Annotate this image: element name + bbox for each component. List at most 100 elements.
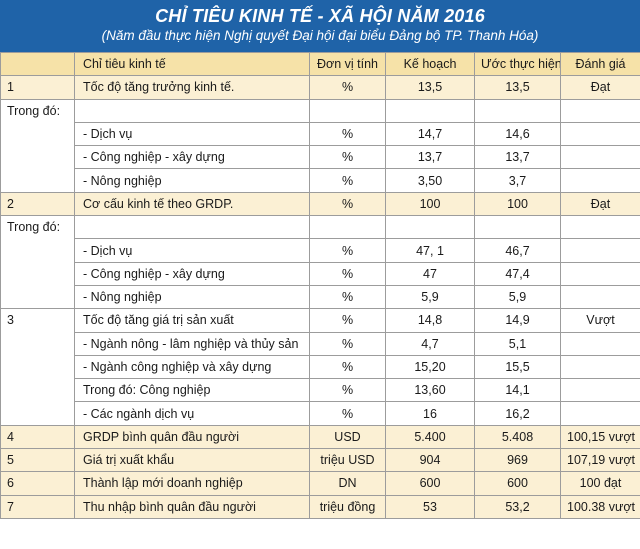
table-cell: 107,19 vượt: [560, 448, 640, 473]
table-cell: 969: [474, 448, 561, 473]
table-cell: 100: [385, 191, 475, 217]
table-cell: [560, 401, 640, 426]
row-number: 4: [0, 424, 75, 450]
table-cell: 13,60: [385, 378, 475, 403]
table-cell: %: [309, 75, 386, 100]
table-row: Trong đó:: [0, 98, 640, 193]
table-row: 7 Thu nhập bình quân đầu người triệu đồng 5…: [0, 494, 640, 519]
table-cell: %: [309, 121, 386, 147]
indicator-table-body: Chỉ tiêu kinh tế Đơn vị tính Kế hoạch Ước t…: [0, 51, 640, 519]
table-cell: - Công nghiệp - xây dựng: [74, 261, 310, 286]
row-number: 7: [0, 494, 75, 519]
table-row: 3 Tốc độ tăng giá trị sản xuất% 14,8 14,9 Vư…: [0, 308, 640, 426]
page-subtitle: (Năm đầu thực hiện Nghị quyết Đại hội đạ…: [101, 28, 539, 43]
table-cell: 53,2: [474, 494, 561, 519]
subgroup-label: Trong đó:: [0, 215, 75, 310]
table-cell: [309, 98, 386, 123]
table-cell: [560, 284, 640, 310]
table-header-row: Chỉ tiêu kinh tế Đơn vị tính Kế hoạch Ước t…: [0, 51, 640, 77]
table-cell: Tốc độ tăng giá trị sản xuất: [74, 308, 310, 333]
column-header: Chỉ tiêu kinh tế: [74, 51, 310, 77]
table-cell: Cơ cấu kinh tế theo GRDP.: [74, 191, 310, 217]
table-cell: 53: [385, 494, 475, 519]
table-cell: 46,7: [474, 238, 561, 263]
table-cell: 14,6: [474, 121, 561, 147]
table-cell: [560, 331, 640, 356]
table-cell: 16: [385, 401, 475, 426]
table-cell: [0, 51, 75, 77]
table-cell: %: [309, 331, 386, 356]
table-cell: Thu nhập bình quân đầu người: [74, 494, 310, 519]
table-cell: 5.408: [474, 424, 561, 450]
table-row: 4 GRDP bình quân đầu người USD 5.400 5.408 10…: [0, 424, 640, 450]
table-cell: [560, 378, 640, 403]
table-cell: [74, 98, 310, 123]
table-cell: 14,8: [385, 308, 475, 333]
table-cell: 47: [385, 261, 475, 286]
table-cell: %: [309, 191, 386, 217]
table-cell: Trong đó: Công nghiệp: [74, 378, 310, 403]
table-cell: - Ngành nông - lâm nghiệp và thủy sản: [74, 331, 310, 356]
column-header: Ước thực hiện: [474, 51, 561, 77]
table-cell: 15,5: [474, 354, 561, 380]
table-row: - Nông nghiệp% 5,9 5,9: [1, 284, 640, 310]
table-cell: - Nông nghiệp: [74, 284, 310, 310]
table-cell: 2: [0, 191, 75, 217]
table-cell: 14,9: [474, 308, 561, 333]
table-cell: [474, 215, 561, 240]
table-cell: Đạt: [560, 191, 640, 217]
table-cell: [560, 98, 640, 123]
indicator-table: Chỉ tiêu kinh tế Đơn vị tính Kế hoạch Ước t…: [0, 51, 640, 519]
table-cell: [560, 121, 640, 147]
table-cell: 3,7: [474, 168, 561, 193]
table-row: - Công nghiệp - xây dựng% 47 47,4: [1, 261, 640, 286]
table-cell: 5.400: [385, 424, 475, 450]
table-row: - Các ngành dịch vụ% 16 16,2: [1, 401, 640, 426]
table-cell: %: [309, 261, 386, 286]
table-header-banner: CHỈ TIÊU KINH TẾ - XÃ HỘI NĂM 2016 (Năm …: [0, 0, 640, 52]
row-number: 5: [0, 448, 75, 473]
table-row: 6 Thành lập mới doanh nghiệp DN 600 600 100 đ…: [0, 471, 640, 496]
table-row: Trong đó:: [0, 215, 640, 310]
table-cell: [560, 261, 640, 286]
table-cell: 14,1: [474, 378, 561, 403]
table-cell: 5,9: [385, 284, 475, 310]
table-row: 1 Tốc độ tăng trưởng kinh tế.% 13,5 13,5 Đạt: [0, 75, 640, 100]
table-cell: [560, 145, 640, 170]
table-cell: 5,9: [474, 284, 561, 310]
table-cell: %: [309, 238, 386, 263]
row-number: 6: [0, 471, 75, 496]
table-cell: - Công nghiệp - xây dựng: [74, 145, 310, 170]
column-header: Đơn vị tính: [309, 51, 386, 77]
table-cell: Giá trị xuất khẩu: [74, 448, 310, 473]
table-cell: [309, 215, 386, 240]
table-cell: %: [309, 284, 386, 310]
table-cell: - Các ngành dịch vụ: [74, 401, 310, 426]
table-cell: %: [309, 401, 386, 426]
table-cell: 47,4: [474, 261, 561, 286]
table-cell: - Nông nghiệp: [74, 168, 310, 193]
table-cell: 100.38 vượt: [560, 494, 640, 519]
table-cell: [560, 238, 640, 263]
table-cell: 13,5: [385, 75, 475, 100]
table-cell: Vượt: [560, 308, 640, 333]
table-cell: 904: [385, 448, 475, 473]
subgroup-label: Trong đó:: [0, 98, 75, 193]
table-cell: Tốc độ tăng trưởng kinh tế.: [74, 75, 310, 100]
page-title: CHỈ TIÊU KINH TẾ - XÃ HỘI NĂM 2016: [155, 6, 485, 26]
table-cell: %: [309, 378, 386, 403]
table-cell: [560, 168, 640, 193]
table-cell: [385, 98, 475, 123]
table-cell: 13,5: [474, 75, 561, 100]
table-cell: [474, 98, 561, 123]
table-row: - Dịch vụ% 47, 1 46,7: [1, 238, 640, 263]
table-row: Trong đó: Công nghiệp% 13,60 14,1: [1, 378, 640, 403]
table-cell: %: [309, 145, 386, 170]
table-cell: 600: [474, 471, 561, 496]
table-cell: triệu đồng: [309, 494, 386, 519]
table-cell: 13,7: [474, 145, 561, 170]
table-cell: 47, 1: [385, 238, 475, 263]
table-cell: 5,1: [474, 331, 561, 356]
table-cell: 15,20: [385, 354, 475, 380]
table-cell: %: [309, 354, 386, 380]
